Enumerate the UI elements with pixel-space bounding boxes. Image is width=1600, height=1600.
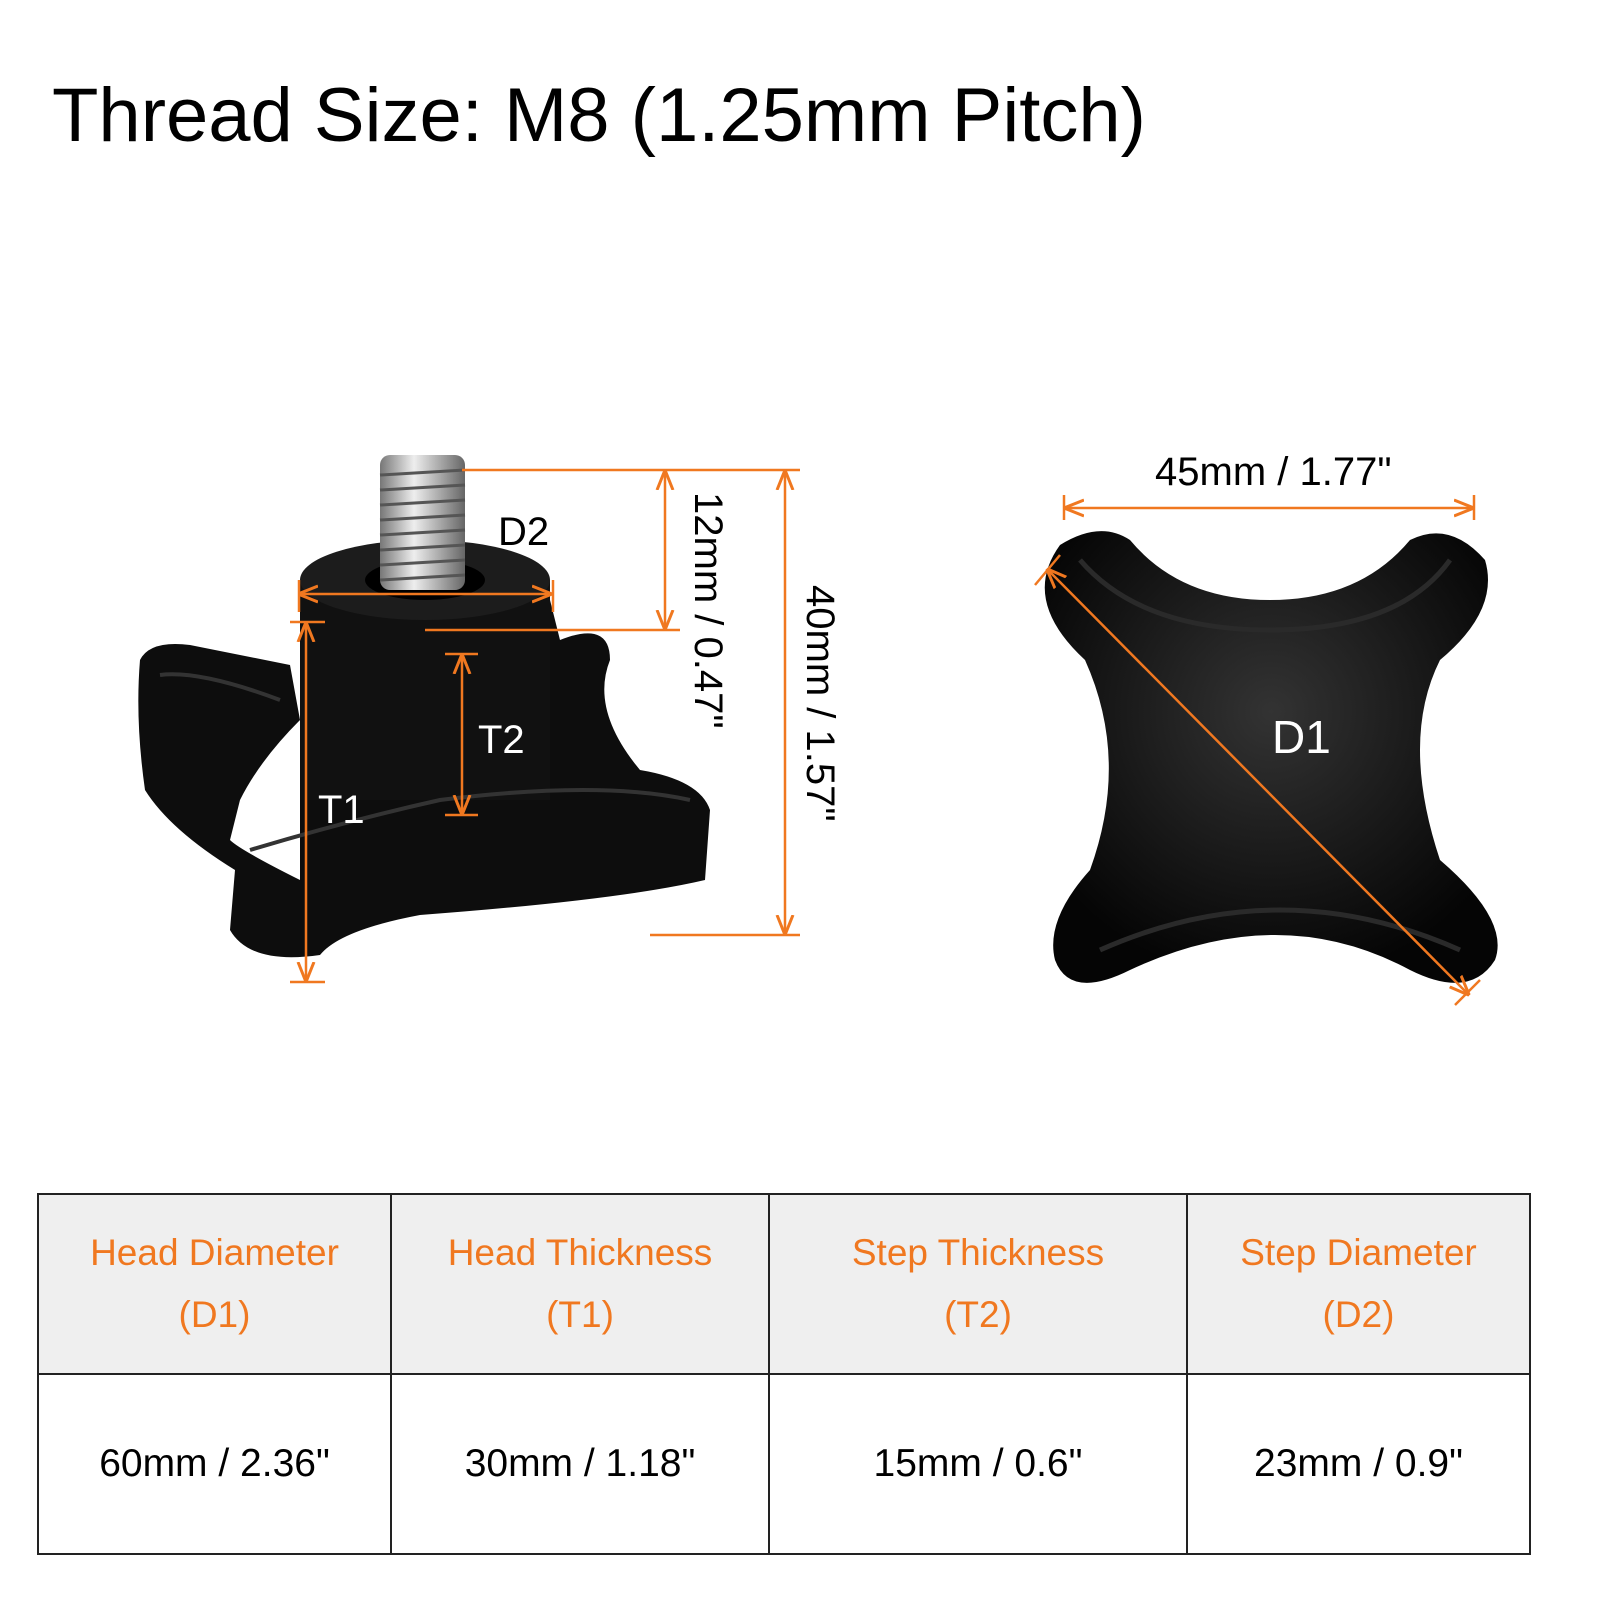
label-t2: T2 <box>478 718 525 762</box>
thread-length-label: 12mm / 0.47" <box>686 492 730 729</box>
total-height-label: 40mm / 1.57" <box>798 585 842 822</box>
side-view-dimension-lines <box>290 468 800 984</box>
value-step-thickness: 15mm / 0.6" <box>768 1373 1188 1555</box>
dimension-drawing <box>138 455 1498 1006</box>
side-view-knob <box>138 455 711 958</box>
page-title: Thread Size: M8 (1.25mm Pitch) <box>52 73 1146 158</box>
label-t1: T1 <box>318 788 365 832</box>
value-head-diameter: 60mm / 2.36" <box>37 1373 392 1555</box>
value-step-diameter: 23mm / 0.9" <box>1186 1373 1531 1555</box>
label-d1: D1 <box>1272 711 1331 763</box>
header-step-thickness: Step Thickness (T2) <box>768 1193 1188 1375</box>
table-row: 60mm / 2.36" 30mm / 1.18" 15mm / 0.6" 23… <box>37 1373 1531 1555</box>
header-step-diameter: Step Diameter (D2) <box>1186 1193 1531 1375</box>
top-width-label: 45mm / 1.77" <box>1155 450 1392 494</box>
table-header-row: Head Diameter (D1) Head Thickness (T1) Ste… <box>37 1193 1531 1375</box>
label-d2: D2 <box>498 510 550 554</box>
spec-table: Head Diameter (D1) Head Thickness (T1) Ste… <box>37 1193 1531 1555</box>
top-view-dimension-lines <box>1034 495 1481 1006</box>
header-head-thickness: Head Thickness (T1) <box>390 1193 770 1375</box>
value-head-thickness: 30mm / 1.18" <box>390 1373 770 1555</box>
header-head-diameter: Head Diameter (D1) <box>37 1193 392 1375</box>
